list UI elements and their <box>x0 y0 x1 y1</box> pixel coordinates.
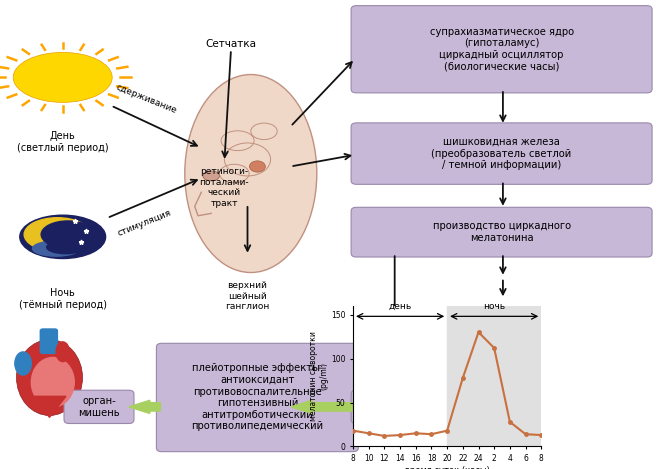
Text: День
(светлый период): День (светлый период) <box>17 131 108 153</box>
Ellipse shape <box>47 241 85 254</box>
Ellipse shape <box>32 357 74 407</box>
Text: супрахиазматическое ядро
(гипоталамус)
циркадный осциллятор
(биологические часы): супрахиазматическое ядро (гипоталамус) ц… <box>430 27 574 72</box>
FancyBboxPatch shape <box>351 207 652 257</box>
FancyBboxPatch shape <box>64 390 134 424</box>
Ellipse shape <box>15 352 31 375</box>
Ellipse shape <box>20 215 106 258</box>
X-axis label: время суток (часы): время суток (часы) <box>405 466 490 469</box>
FancyBboxPatch shape <box>156 343 358 452</box>
Ellipse shape <box>185 75 317 272</box>
Text: производство циркадного
мелатонина: производство циркадного мелатонина <box>432 221 571 243</box>
Text: Ночь
(тёмный период): Ночь (тёмный период) <box>18 288 107 310</box>
Ellipse shape <box>56 342 69 362</box>
FancyBboxPatch shape <box>351 123 652 184</box>
Text: стимуляция: стимуляция <box>115 209 172 239</box>
FancyArrow shape <box>291 401 354 414</box>
Text: мелатонин: мелатонин <box>366 402 423 412</box>
Ellipse shape <box>16 340 82 416</box>
Circle shape <box>249 161 265 172</box>
FancyBboxPatch shape <box>40 328 58 354</box>
Text: ночь: ночь <box>483 302 506 311</box>
Text: ретиноги-
поталами-
ческий
тракт: ретиноги- поталами- ческий тракт <box>199 167 249 208</box>
Ellipse shape <box>41 221 95 248</box>
Text: шишковидная железа
(преобразователь светлой
/ темной информации): шишковидная железа (преобразователь свет… <box>432 137 572 170</box>
Text: плейотропные эффекты:
антиоксидант
противовоспалительное
гипотензивный
антитромб: плейотропные эффекты: антиоксидант проти… <box>191 363 323 431</box>
Text: верхний
шейный
ганглион: верхний шейный ганглион <box>225 281 270 311</box>
Polygon shape <box>33 396 66 417</box>
Ellipse shape <box>24 218 90 251</box>
Bar <box>447 306 541 446</box>
Text: Сетчатка: Сетчатка <box>205 39 257 49</box>
Text: сдерживание: сдерживание <box>115 82 178 115</box>
Ellipse shape <box>203 171 219 181</box>
FancyBboxPatch shape <box>351 390 438 424</box>
FancyBboxPatch shape <box>351 6 652 93</box>
Y-axis label: мелатонин сыворотки
(pg/ml): мелатонин сыворотки (pg/ml) <box>309 331 328 421</box>
Ellipse shape <box>13 53 112 102</box>
Text: орган-
мишень: орган- мишень <box>78 396 120 418</box>
FancyArrow shape <box>129 401 160 414</box>
Text: день: день <box>389 302 412 311</box>
Ellipse shape <box>32 241 80 256</box>
